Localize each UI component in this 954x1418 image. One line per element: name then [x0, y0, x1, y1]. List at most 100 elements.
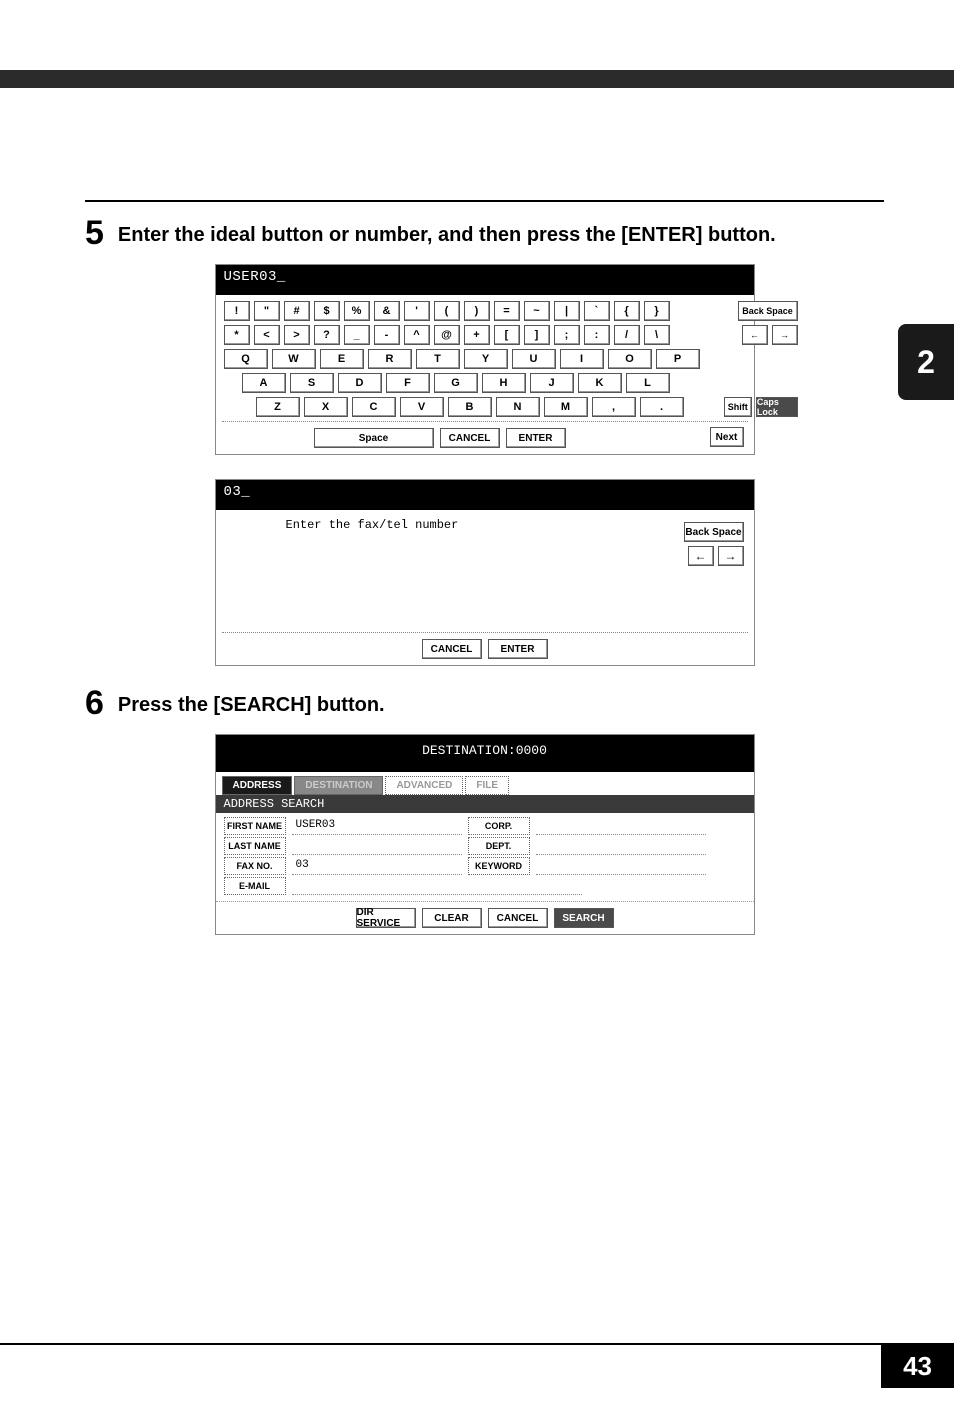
key-s[interactable]: S	[290, 373, 334, 393]
key[interactable]: *	[224, 325, 250, 345]
key-a[interactable]: A	[242, 373, 286, 393]
key[interactable]: ?	[314, 325, 340, 345]
key[interactable]: {	[614, 301, 640, 321]
key-e[interactable]: E	[320, 349, 364, 369]
key[interactable]: #	[284, 301, 310, 321]
key-d[interactable]: D	[338, 373, 382, 393]
key[interactable]: `	[584, 301, 610, 321]
backspace-button[interactable]: Back Space	[684, 522, 744, 542]
key-y[interactable]: Y	[464, 349, 508, 369]
key-g[interactable]: G	[434, 373, 478, 393]
corp-label[interactable]: CORP.	[468, 817, 530, 835]
key[interactable]: >	[284, 325, 310, 345]
enter-button[interactable]: ENTER	[488, 639, 548, 659]
key-m[interactable]: M	[544, 397, 588, 417]
corp-field[interactable]	[536, 817, 706, 835]
keyboard-bottom-row: Space CANCEL ENTER	[216, 424, 664, 454]
key[interactable]: ^	[404, 325, 430, 345]
key[interactable]: +	[464, 325, 490, 345]
key[interactable]: [	[494, 325, 520, 345]
key[interactable]: !	[224, 301, 250, 321]
space-button[interactable]: Space	[314, 428, 434, 448]
key[interactable]: /	[614, 325, 640, 345]
key-z[interactable]: Z	[256, 397, 300, 417]
dept-label[interactable]: DEPT.	[468, 837, 530, 855]
tab-address[interactable]: ADDRESS	[222, 776, 293, 795]
next-button[interactable]: Next	[710, 427, 744, 447]
dept-field[interactable]	[536, 837, 706, 855]
search-tabs: ADDRESS DESTINATION ADVANCED FILE	[216, 772, 754, 795]
key-o[interactable]: O	[608, 349, 652, 369]
key[interactable]: <	[254, 325, 280, 345]
arrow-left-button[interactable]: ←	[742, 325, 768, 345]
key-v[interactable]: V	[400, 397, 444, 417]
first-name-field[interactable]: USER03	[292, 817, 462, 835]
divider	[85, 200, 884, 202]
key[interactable]: ~	[524, 301, 550, 321]
backspace-button[interactable]: Back Space	[738, 301, 798, 321]
first-name-label[interactable]: FIRST NAME	[224, 817, 286, 835]
key-k[interactable]: K	[578, 373, 622, 393]
key-r[interactable]: R	[368, 349, 412, 369]
enter-button[interactable]: ENTER	[506, 428, 566, 448]
step-5-text: Enter the ideal button or number, and th…	[118, 220, 776, 248]
key-q[interactable]: Q	[224, 349, 268, 369]
key-j[interactable]: J	[530, 373, 574, 393]
key[interactable]: (	[434, 301, 460, 321]
key-t[interactable]: T	[416, 349, 460, 369]
key[interactable]: %	[344, 301, 370, 321]
key-b[interactable]: B	[448, 397, 492, 417]
keyword-label[interactable]: KEYWORD	[468, 857, 530, 875]
last-name-label[interactable]: LAST NAME	[224, 837, 286, 855]
key[interactable]: =	[494, 301, 520, 321]
key-f[interactable]: F	[386, 373, 430, 393]
dir-service-button[interactable]: DIR SERVICE	[356, 908, 416, 928]
last-name-field[interactable]	[292, 837, 462, 855]
key-u[interactable]: U	[512, 349, 556, 369]
search-button[interactable]: SEARCH	[554, 908, 614, 928]
key[interactable]: @	[434, 325, 460, 345]
key-p[interactable]: P	[656, 349, 700, 369]
key-c[interactable]: C	[352, 397, 396, 417]
key-l[interactable]: L	[626, 373, 670, 393]
key[interactable]: :	[584, 325, 610, 345]
cancel-button[interactable]: CANCEL	[488, 908, 548, 928]
tab-file[interactable]: FILE	[465, 776, 509, 795]
key-x[interactable]: X	[304, 397, 348, 417]
cancel-button[interactable]: CANCEL	[422, 639, 482, 659]
key[interactable]: \	[644, 325, 670, 345]
key[interactable]: |	[554, 301, 580, 321]
key-i[interactable]: I	[560, 349, 604, 369]
key[interactable]: "	[254, 301, 280, 321]
key[interactable]: -	[374, 325, 400, 345]
cancel-button[interactable]: CANCEL	[440, 428, 500, 448]
tab-destination[interactable]: DESTINATION	[294, 776, 383, 795]
key-n[interactable]: N	[496, 397, 540, 417]
page-content: 5 Enter the ideal button or number, and …	[0, 160, 954, 935]
fax-field[interactable]: 03	[292, 857, 462, 875]
key-period[interactable]: .	[640, 397, 684, 417]
fax-label[interactable]: FAX NO.	[224, 857, 286, 875]
key[interactable]: ]	[524, 325, 550, 345]
key-h[interactable]: H	[482, 373, 526, 393]
key[interactable]: _	[344, 325, 370, 345]
email-field[interactable]	[292, 877, 582, 895]
keyword-field[interactable]	[536, 857, 706, 875]
key[interactable]: }	[644, 301, 670, 321]
email-label[interactable]: E-MAIL	[224, 877, 286, 895]
shift-button[interactable]: Shift	[724, 397, 752, 417]
arrow-left-button[interactable]: ←	[688, 546, 714, 566]
key[interactable]: $	[314, 301, 340, 321]
key[interactable]: '	[404, 301, 430, 321]
key[interactable]: )	[464, 301, 490, 321]
arrow-right-button[interactable]: →	[772, 325, 798, 345]
key-comma[interactable]: ,	[592, 397, 636, 417]
tab-advanced[interactable]: ADVANCED	[385, 776, 463, 795]
capslock-button[interactable]: Caps Lock	[756, 397, 798, 417]
key[interactable]: ;	[554, 325, 580, 345]
clear-button[interactable]: CLEAR	[422, 908, 482, 928]
arrow-right-button[interactable]: →	[718, 546, 744, 566]
numpad-screenshot: 03_ Enter the fax/tel number Back Space …	[215, 479, 755, 666]
key-w[interactable]: W	[272, 349, 316, 369]
key[interactable]: &	[374, 301, 400, 321]
